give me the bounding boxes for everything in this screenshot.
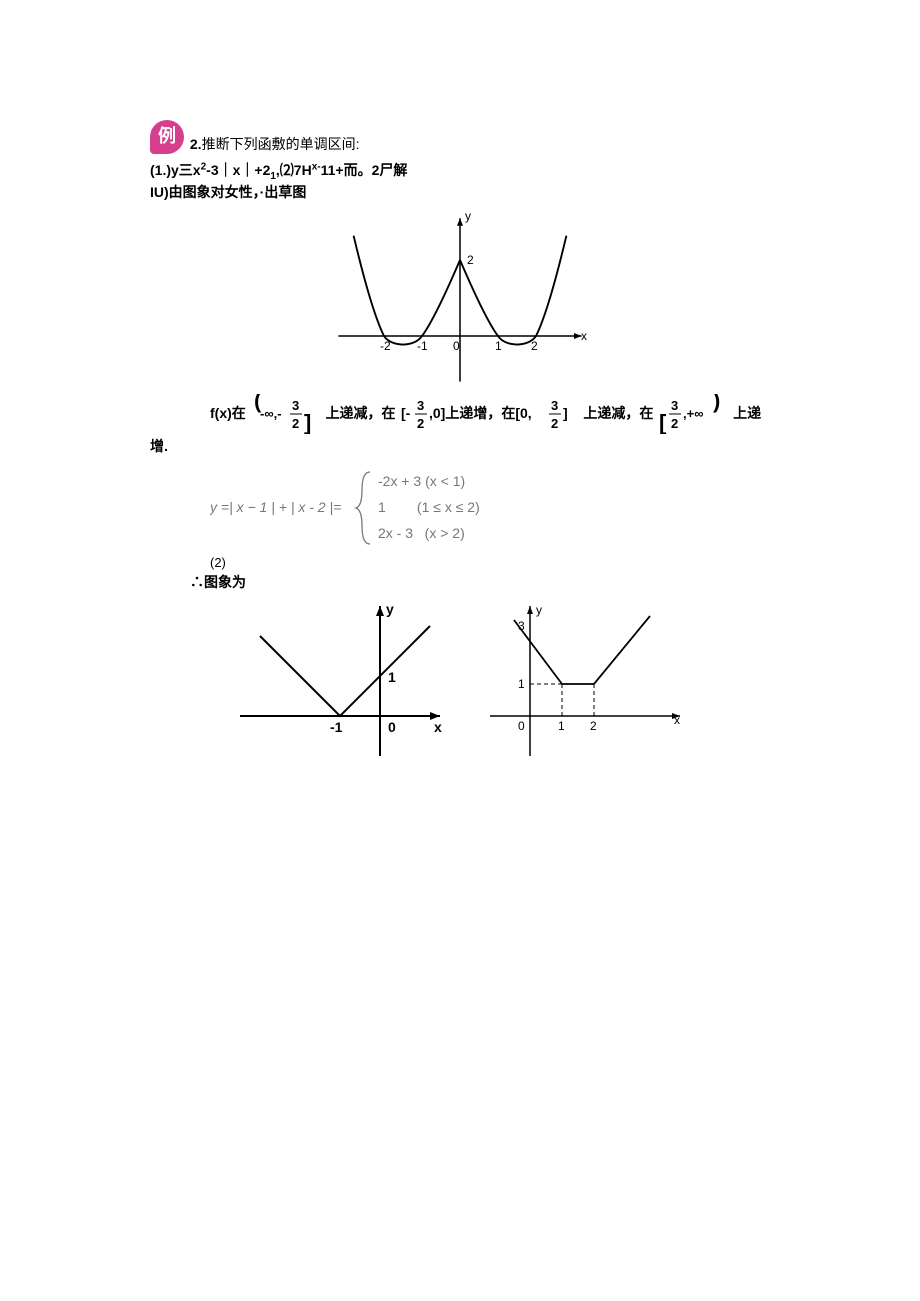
t1c: x [193, 162, 201, 178]
axis-x-label: x [581, 329, 587, 343]
piecewise-num: (2) [210, 555, 770, 570]
svg-text:3: 3 [292, 398, 299, 413]
svg-text:3: 3 [417, 398, 424, 413]
svg-text:x: x [674, 713, 680, 727]
t1b: 三 [179, 162, 193, 178]
t1e: ,⑵7H [276, 162, 312, 178]
svg-text:y: y [386, 601, 394, 617]
int-t1: 上递减，在 [326, 405, 396, 421]
question-number: 2. [190, 136, 202, 152]
svg-text:1: 1 [388, 669, 396, 685]
problem-line-1: (1.)y三x2-3｜x｜+21,⑵7Hx-11+而。2尸解 [150, 160, 770, 182]
tick-neg1: -1 [417, 339, 428, 353]
int-t2: 上递减，在 [583, 405, 653, 421]
svg-text:-2x + 3 (x < 1): -2x + 3 (x < 1) [378, 473, 465, 489]
svg-text:-1: -1 [330, 719, 343, 735]
graph-row: -1 0 1 x y 0 1 2 1 3 x y [150, 596, 770, 766]
tick-neg2: -2 [380, 339, 391, 353]
svg-text:2x - 3 (x > 2): 2x - 3 (x > 2) [378, 525, 465, 541]
axis-y-label: y [465, 209, 471, 223]
piecewise-svg: y =| x − 1 | + | x - 2 |= -2x + 3 (x < 1… [210, 466, 530, 552]
int-prefix: f(x)在 [210, 405, 246, 421]
graph-label: ∴图象为 [190, 572, 770, 592]
svg-text:2: 2 [590, 719, 597, 733]
svg-text:3: 3 [518, 619, 525, 633]
svg-text:2: 2 [292, 416, 299, 431]
svg-text:[: [ [659, 410, 667, 434]
question-text: 推断下列函敷的单调区间: [202, 136, 360, 152]
svg-text:y: y [536, 603, 542, 617]
problem-line-2: IU)由图象对女性，·出草图 [150, 182, 770, 202]
svg-text:0: 0 [518, 719, 525, 733]
piecewise-block: y =| x − 1 | + | x - 2 |= -2x + 3 (x < 1… [210, 466, 770, 570]
svg-text:-∞,-: -∞,- [260, 406, 282, 421]
frac-img-3: [ 3 2 ,+∞ ) [657, 394, 729, 434]
svg-text:1 (1 ≤ x ≤ 2): 1 (1 ≤ x ≤ 2) [378, 499, 480, 515]
zeng-line: 增. [150, 436, 770, 456]
frac-img-1: ( -∞,- 32 ] [250, 394, 322, 434]
interval-line: f(x)在 ( -∞,- 32 ] 上递减，在 [- 32 ,0]上递增，在[0… [150, 393, 770, 434]
t1f: 11+而。2尸解 [321, 162, 408, 178]
t1d: -3｜x｜+2 [206, 162, 270, 178]
svg-text:1: 1 [518, 677, 525, 691]
question-header: 例 2.推断下列函敷的单调区间: [150, 120, 770, 154]
svg-text:,0]上递增，在[0,: ,0]上递增，在[0, [429, 405, 532, 421]
t1a: (1.)y [150, 162, 179, 178]
chart-w-curve: -2 -1 0 1 2 2 x y [150, 206, 770, 389]
graph-a: -1 0 1 x y [230, 596, 450, 766]
svg-text:y =| x − 1 | + | x - 2 |=: y =| x − 1 | + | x - 2 |= [210, 499, 341, 515]
svg-text:x: x [434, 719, 442, 735]
svg-text:,+∞: ,+∞ [683, 406, 703, 421]
svg-text:]: ] [304, 410, 311, 434]
int-t3: 上递 [733, 405, 761, 421]
tick-0: 0 [453, 339, 460, 353]
svg-text:): ) [713, 394, 720, 413]
svg-text:[-: [- [401, 405, 411, 421]
t1sx: x- [312, 161, 321, 172]
svg-text:1: 1 [558, 719, 565, 733]
svg-text:3: 3 [551, 398, 558, 413]
graph-b: 0 1 2 1 3 x y [470, 596, 690, 766]
svg-text:2: 2 [671, 416, 678, 431]
chart-svg-1: -2 -1 0 1 2 2 x y [325, 206, 595, 386]
tick-1: 1 [495, 339, 502, 353]
tick-y2: 2 [467, 253, 474, 267]
svg-text:]: ] [563, 405, 568, 421]
svg-text:3: 3 [671, 398, 678, 413]
svg-text:0: 0 [388, 719, 396, 735]
frac-img-2: [- 3 2 ,0]上递增，在[0, 3 2 ] [399, 394, 579, 434]
tick-2: 2 [531, 339, 538, 353]
svg-text:2: 2 [417, 416, 424, 431]
svg-text:2: 2 [551, 416, 558, 431]
example-badge: 例 [150, 120, 184, 154]
